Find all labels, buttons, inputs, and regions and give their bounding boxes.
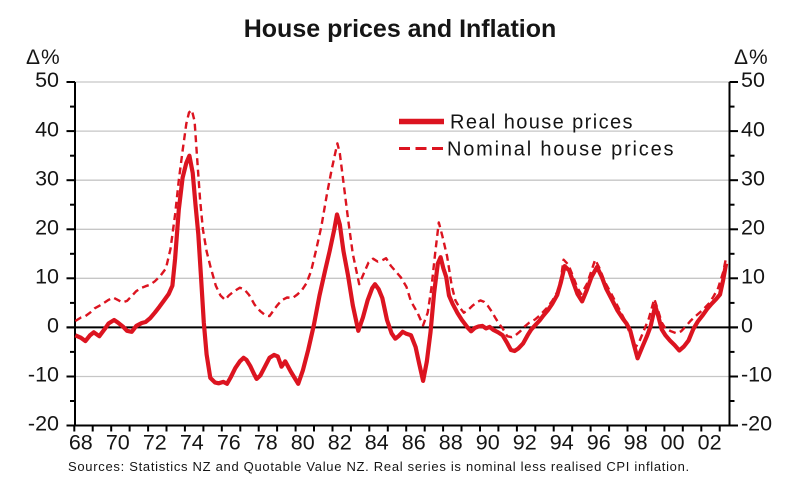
svg-text:10: 10	[35, 264, 59, 288]
svg-text:30: 30	[741, 166, 765, 190]
svg-text:Nominal house prices: Nominal house prices	[447, 139, 675, 161]
svg-text:40: 40	[35, 117, 59, 141]
svg-text:80: 80	[291, 431, 315, 455]
svg-text:20: 20	[741, 215, 765, 239]
svg-text:House prices and Inflation: House prices and Inflation	[244, 15, 557, 43]
svg-text:74: 74	[180, 431, 204, 455]
svg-text:82: 82	[328, 431, 352, 455]
svg-text:92: 92	[513, 431, 537, 455]
svg-text:0: 0	[741, 314, 753, 338]
svg-text:96: 96	[587, 431, 611, 455]
svg-text:90: 90	[476, 431, 500, 455]
svg-text:-20: -20	[28, 412, 59, 436]
svg-text:Δ%: Δ%	[734, 46, 769, 69]
svg-text:86: 86	[402, 431, 426, 455]
svg-text:10: 10	[741, 264, 765, 288]
svg-text:78: 78	[254, 431, 278, 455]
svg-text:68: 68	[69, 431, 93, 455]
svg-text:94: 94	[550, 431, 574, 455]
svg-text:84: 84	[365, 431, 389, 455]
svg-text:-20: -20	[741, 412, 772, 436]
svg-text:20: 20	[35, 215, 59, 239]
svg-text:Sources: Statistics NZ and Qu: Sources: Statistics NZ and Quotable Valu…	[68, 459, 690, 474]
svg-text:30: 30	[35, 166, 59, 190]
svg-text:-10: -10	[28, 363, 59, 387]
svg-text:-10: -10	[741, 363, 772, 387]
svg-text:50: 50	[35, 68, 59, 92]
svg-text:98: 98	[624, 431, 648, 455]
svg-text:50: 50	[741, 68, 765, 92]
svg-text:Real house prices: Real house prices	[450, 112, 634, 134]
svg-text:72: 72	[143, 431, 167, 455]
svg-text:40: 40	[741, 117, 765, 141]
svg-text:88: 88	[439, 431, 463, 455]
svg-text:02: 02	[698, 431, 722, 455]
svg-text:76: 76	[217, 431, 241, 455]
svg-text:70: 70	[106, 431, 130, 455]
svg-text:0: 0	[47, 314, 59, 338]
svg-text:00: 00	[661, 431, 685, 455]
svg-text:Δ%: Δ%	[26, 46, 61, 69]
